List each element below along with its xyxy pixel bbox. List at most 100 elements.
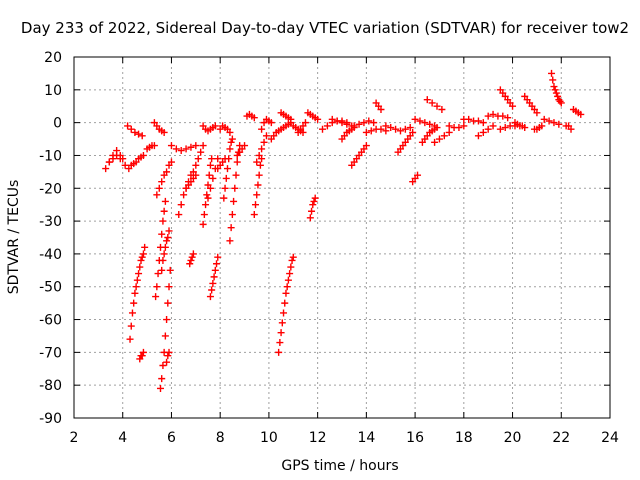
data-point <box>160 128 168 136</box>
data-point <box>355 120 363 128</box>
data-point <box>282 289 290 297</box>
y-tick-label: -60 <box>39 313 62 329</box>
data-point <box>164 352 172 360</box>
data-point <box>163 316 171 324</box>
data-point <box>210 273 218 281</box>
x-axis-ticks: 2 4 6 8 10 12 14 16 18 20 22 24 <box>70 57 619 446</box>
data-point <box>135 270 143 278</box>
data-point <box>377 125 385 133</box>
x-tick-label: 14 <box>357 430 375 446</box>
data-point <box>286 270 294 278</box>
series-arc-20 <box>199 122 219 135</box>
y-tick-label: -40 <box>39 247 62 263</box>
data-point <box>501 124 509 132</box>
data-point <box>180 191 188 199</box>
data-point <box>254 181 262 189</box>
x-tick-label: 20 <box>504 430 522 446</box>
data-point <box>241 142 249 150</box>
data-point <box>202 201 210 209</box>
data-point <box>474 117 482 125</box>
x-tick-label: 10 <box>260 430 278 446</box>
data-point <box>250 114 258 122</box>
data-point <box>139 151 147 159</box>
data-point <box>167 142 175 150</box>
series-arc-55 <box>460 115 487 127</box>
data-point <box>203 191 211 199</box>
data-point <box>314 115 322 123</box>
data-point <box>159 256 167 264</box>
data-point <box>540 115 548 123</box>
series-arc-01 <box>102 147 121 173</box>
data-point <box>227 224 235 232</box>
data-point <box>153 283 161 291</box>
data-point <box>220 194 228 202</box>
series-arc-23 <box>206 253 222 301</box>
data-point <box>161 332 169 340</box>
grid <box>74 57 610 418</box>
data-point <box>175 211 183 219</box>
data-point <box>435 135 443 143</box>
data-point <box>275 348 283 356</box>
data-point <box>382 122 390 130</box>
data-point <box>132 283 140 291</box>
data-point <box>552 89 560 97</box>
data-point <box>214 155 222 163</box>
series-arc-29 <box>243 110 258 122</box>
data-point <box>221 184 229 192</box>
data-point <box>283 283 291 291</box>
data-point <box>131 289 139 297</box>
y-axis-label: SDTVAR / TECUs <box>6 180 22 295</box>
x-tick-label: 16 <box>406 430 424 446</box>
data-point <box>343 120 351 128</box>
series-arc-04 <box>125 151 147 173</box>
data-point <box>445 128 453 136</box>
data-point <box>284 276 292 284</box>
data-point <box>504 114 512 122</box>
data-point <box>199 220 207 228</box>
data-point <box>227 138 235 146</box>
data-point <box>165 283 173 291</box>
data-point <box>277 329 285 337</box>
data-point <box>124 122 132 130</box>
data-point <box>377 106 385 114</box>
series-arc-65 <box>562 122 575 133</box>
x-tick-label: 18 <box>455 430 473 446</box>
series-arc-33 <box>267 119 295 143</box>
data-point <box>228 211 236 219</box>
data-point <box>155 184 163 192</box>
data-point <box>479 128 487 136</box>
series-arc-14 <box>163 348 173 366</box>
data-point <box>308 207 316 215</box>
series-arc-26 <box>220 135 236 202</box>
data-point <box>165 227 173 235</box>
data-point <box>557 99 565 107</box>
data-point <box>126 335 134 343</box>
data-point <box>280 309 288 317</box>
data-point <box>431 138 439 146</box>
y-tick-label: -30 <box>39 214 62 230</box>
data-point <box>208 286 216 294</box>
data-point <box>138 132 146 140</box>
series-arc-24 <box>214 155 229 173</box>
series-arc-49 <box>409 171 422 186</box>
data-point <box>370 119 378 127</box>
data-point <box>192 142 200 150</box>
data-point <box>362 128 370 136</box>
y-tick-label: 20 <box>44 50 62 66</box>
data-point <box>161 243 169 251</box>
data-point <box>177 147 185 155</box>
series-arc-60 <box>511 119 529 132</box>
data-point <box>258 145 266 153</box>
y-tick-label: -80 <box>39 378 62 394</box>
data-point <box>310 197 318 205</box>
data-point <box>288 256 296 264</box>
data-point <box>131 128 139 136</box>
data-point <box>187 143 195 151</box>
x-tick-label: 22 <box>552 430 570 446</box>
data-point <box>509 102 517 110</box>
data-point <box>479 119 487 127</box>
series-arc-19 <box>189 142 207 176</box>
data-point <box>255 171 263 179</box>
data-point <box>496 125 504 133</box>
data-point <box>460 122 468 130</box>
